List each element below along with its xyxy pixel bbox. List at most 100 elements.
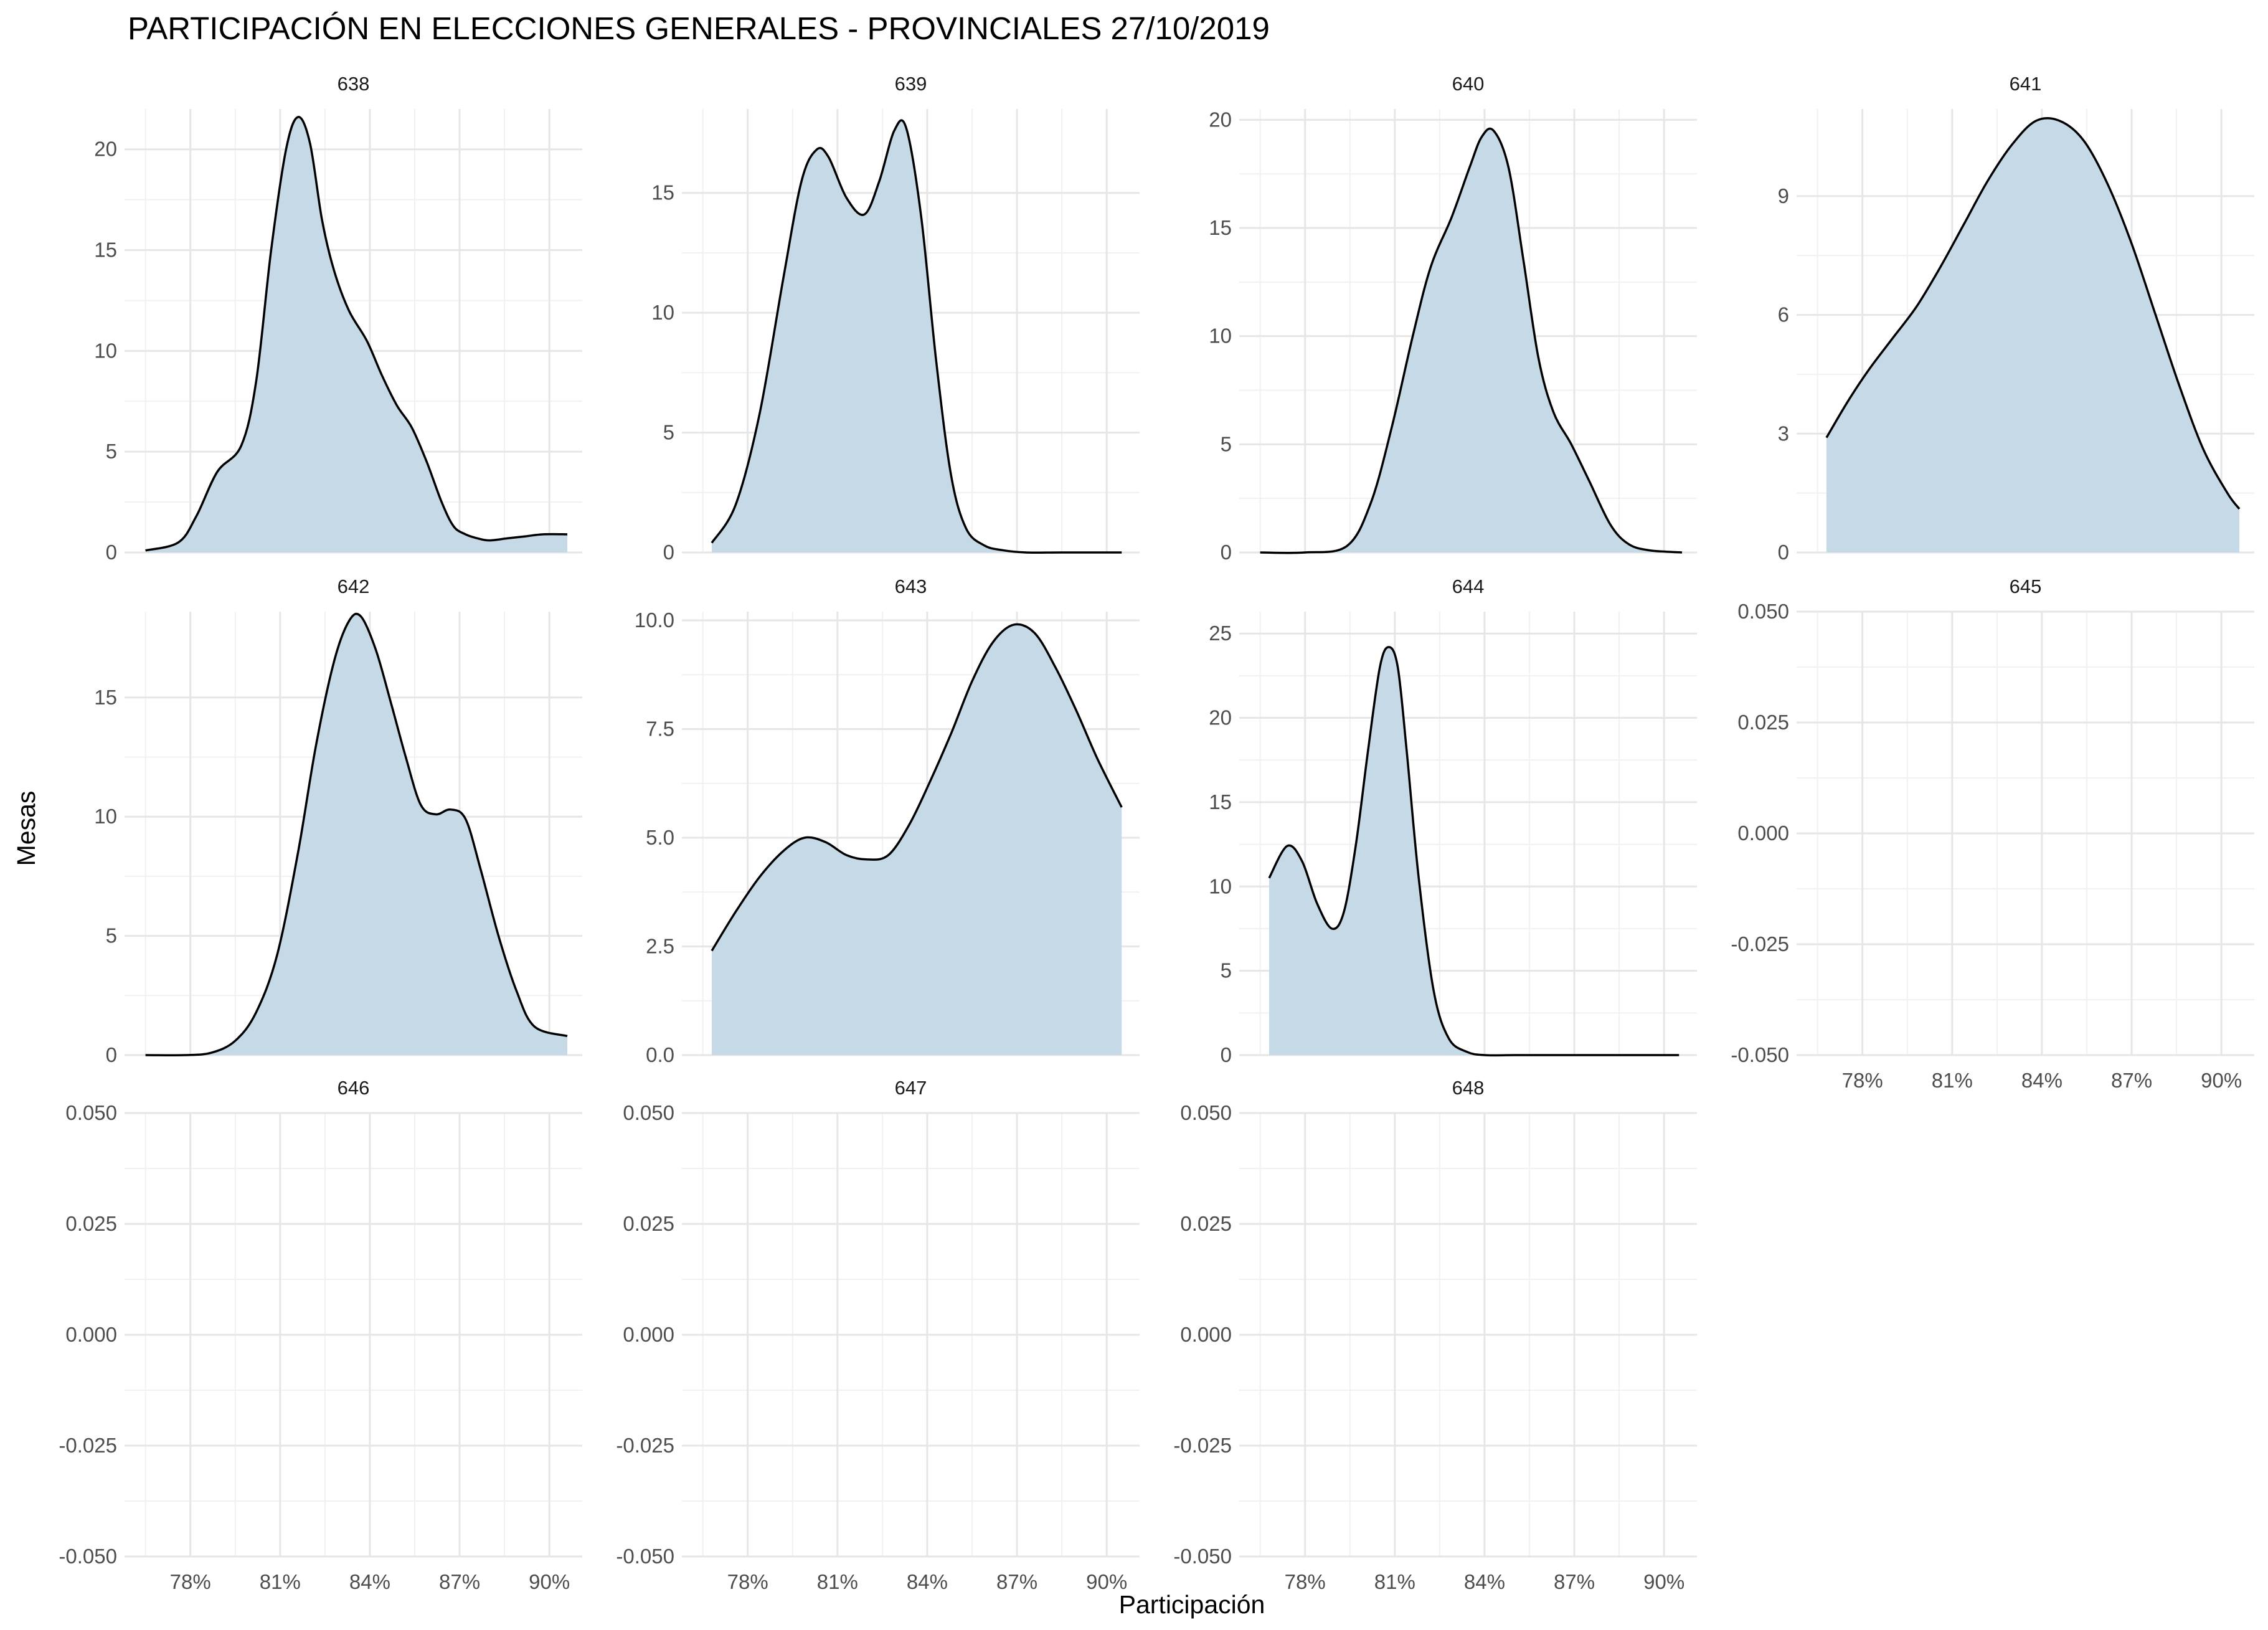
y-tick-label: 0.050	[1180, 1101, 1232, 1124]
density-area	[1260, 128, 1682, 553]
y-tick-label: 0.000	[1737, 822, 1789, 845]
y-tick-label: 10	[94, 339, 117, 362]
x-tick-label: 81%	[260, 1570, 301, 1593]
facet-panel-645: 645 -0.050 -0.025 0.000 0.025 0.050 78% 81% 84% 8…	[1731, 576, 2254, 1092]
y-tick-label: 5	[106, 924, 117, 947]
density-line	[711, 623, 1123, 952]
y-tick-label: 20	[1209, 706, 1232, 729]
x-tick-label: 78%	[1285, 1570, 1326, 1593]
y-tick-label: 10	[1209, 325, 1232, 348]
y-tick-label: 0	[1778, 541, 1789, 564]
density-line	[1825, 116, 2241, 510]
facet-panel-644: 644 0 5 10 15 20 25	[1209, 576, 1697, 1066]
y-tick-label: -0.050	[1731, 1043, 1789, 1066]
y-tick-label: 15	[1209, 790, 1232, 813]
y-tick-label: 0.050	[1737, 600, 1789, 623]
y-tick-label: -0.025	[59, 1434, 117, 1457]
y-axis-title: Mesas	[12, 791, 40, 866]
y-tick-label: 2.5	[646, 934, 674, 957]
y-tick-label: 20	[94, 138, 117, 161]
y-tick-label: 10	[651, 301, 674, 324]
facet-panel-639: 639 0 5 10 15	[651, 73, 1140, 564]
y-tick-label: -0.025	[1173, 1434, 1232, 1457]
y-tick-label: 0.050	[65, 1101, 117, 1124]
facet-strip-label: 648	[1452, 1077, 1485, 1099]
x-tick-label: 90%	[1643, 1570, 1684, 1593]
y-tick-label: -0.050	[59, 1545, 117, 1568]
facet-panel-647: 647 -0.050 -0.025 0.000 0.025 0.050 78% 81% 84% 8…	[616, 1077, 1140, 1593]
density-line	[711, 119, 1122, 554]
y-tick-label: 7.5	[646, 717, 674, 740]
y-tick-label: 9	[1778, 184, 1789, 207]
y-tick-label: 10.0	[635, 609, 674, 632]
facet-panel-640: 640 0 5 10 15 20	[1209, 73, 1697, 564]
facet-strip-label: 647	[895, 1077, 927, 1099]
x-tick-label: 84%	[2021, 1069, 2062, 1092]
density-line	[1260, 127, 1683, 554]
x-tick-label: 90%	[529, 1570, 570, 1593]
facet-panel-642: 642 0 5 10 15	[94, 576, 582, 1066]
y-tick-label: 0.0	[646, 1043, 674, 1066]
facet-strip-label: 641	[2010, 73, 2042, 95]
y-tick-label: 5	[663, 421, 674, 444]
y-tick-label: 3	[1778, 422, 1789, 445]
y-tick-label: 10	[1209, 874, 1232, 898]
y-tick-label: 20	[1209, 108, 1232, 131]
facet-strip-label: 643	[895, 576, 927, 597]
x-tick-label: 84%	[349, 1570, 390, 1593]
y-tick-label: -0.025	[616, 1434, 674, 1457]
x-tick-label: 87%	[1554, 1570, 1595, 1593]
density-line	[145, 612, 568, 1057]
density-area	[145, 614, 568, 1056]
y-tick-label: 0.025	[1737, 711, 1789, 734]
x-tick-label: 87%	[2111, 1069, 2152, 1092]
density-line	[145, 116, 568, 552]
y-tick-label: 0	[1221, 541, 1232, 564]
density-area	[145, 116, 568, 553]
y-tick-label: 15	[1209, 216, 1232, 239]
y-tick-label: 0.025	[1180, 1212, 1232, 1235]
y-tick-label: 15	[651, 181, 674, 204]
x-axis-title: Participación	[1119, 1590, 1265, 1619]
chart-title: PARTICIPACIÓN EN ELECCIONES GENERALES - …	[128, 11, 1270, 46]
x-tick-label: 87%	[439, 1570, 480, 1593]
y-tick-label: 0.000	[1180, 1323, 1232, 1346]
x-tick-label: 81%	[817, 1570, 858, 1593]
y-tick-label: 5	[1221, 432, 1232, 455]
density-area	[712, 624, 1122, 1055]
y-tick-label: 6	[1778, 303, 1789, 326]
y-tick-label: 15	[94, 686, 117, 709]
y-tick-label: 0.000	[623, 1323, 674, 1346]
density-area	[1826, 118, 2239, 552]
y-tick-label: 0	[663, 541, 674, 564]
y-tick-label: 15	[94, 239, 117, 262]
y-tick-label: 25	[1209, 622, 1232, 645]
facet-strip-label: 646	[338, 1077, 370, 1099]
facet-panel-646: 646 -0.050 -0.025 0.000 0.025 0.050 78% 81% 84% 8…	[59, 1077, 582, 1593]
x-tick-label: 78%	[170, 1570, 211, 1593]
facet-panel-643: 643 0.0 2.5 5.0 7.5 10.0	[635, 576, 1140, 1066]
y-tick-label: 5	[1221, 959, 1232, 982]
density-line	[1268, 646, 1680, 1057]
facet-strip-label: 644	[1452, 576, 1485, 597]
y-tick-label: -0.025	[1731, 932, 1789, 955]
density-area	[1269, 647, 1680, 1056]
facet-panels: 6380510152063905101564005101520641036964…	[59, 73, 2254, 1593]
y-tick-label: 0.025	[623, 1212, 674, 1235]
facet-panel-648: 648 -0.050 -0.025 0.000 0.025 0.050 78% 81% 84% 8…	[1173, 1077, 1697, 1593]
facet-panel-638: 638 0 5 10 15 20	[94, 73, 582, 564]
y-tick-label: 0.025	[65, 1212, 117, 1235]
y-tick-label: 0	[1221, 1043, 1232, 1066]
y-tick-label: -0.050	[616, 1545, 674, 1568]
facet-panel-641: 641 0 3 6 9	[1778, 73, 2254, 564]
facet-strip-label: 640	[1452, 73, 1485, 95]
y-tick-label: 0	[106, 1043, 117, 1066]
x-tick-label: 81%	[1932, 1069, 1973, 1092]
y-tick-label: 0	[106, 541, 117, 564]
y-tick-label: 10	[94, 805, 117, 828]
facet-strip-label: 645	[2010, 576, 2042, 597]
x-tick-label: 87%	[996, 1570, 1037, 1593]
x-tick-label: 81%	[1374, 1570, 1415, 1593]
y-tick-label: 0.050	[623, 1101, 674, 1124]
